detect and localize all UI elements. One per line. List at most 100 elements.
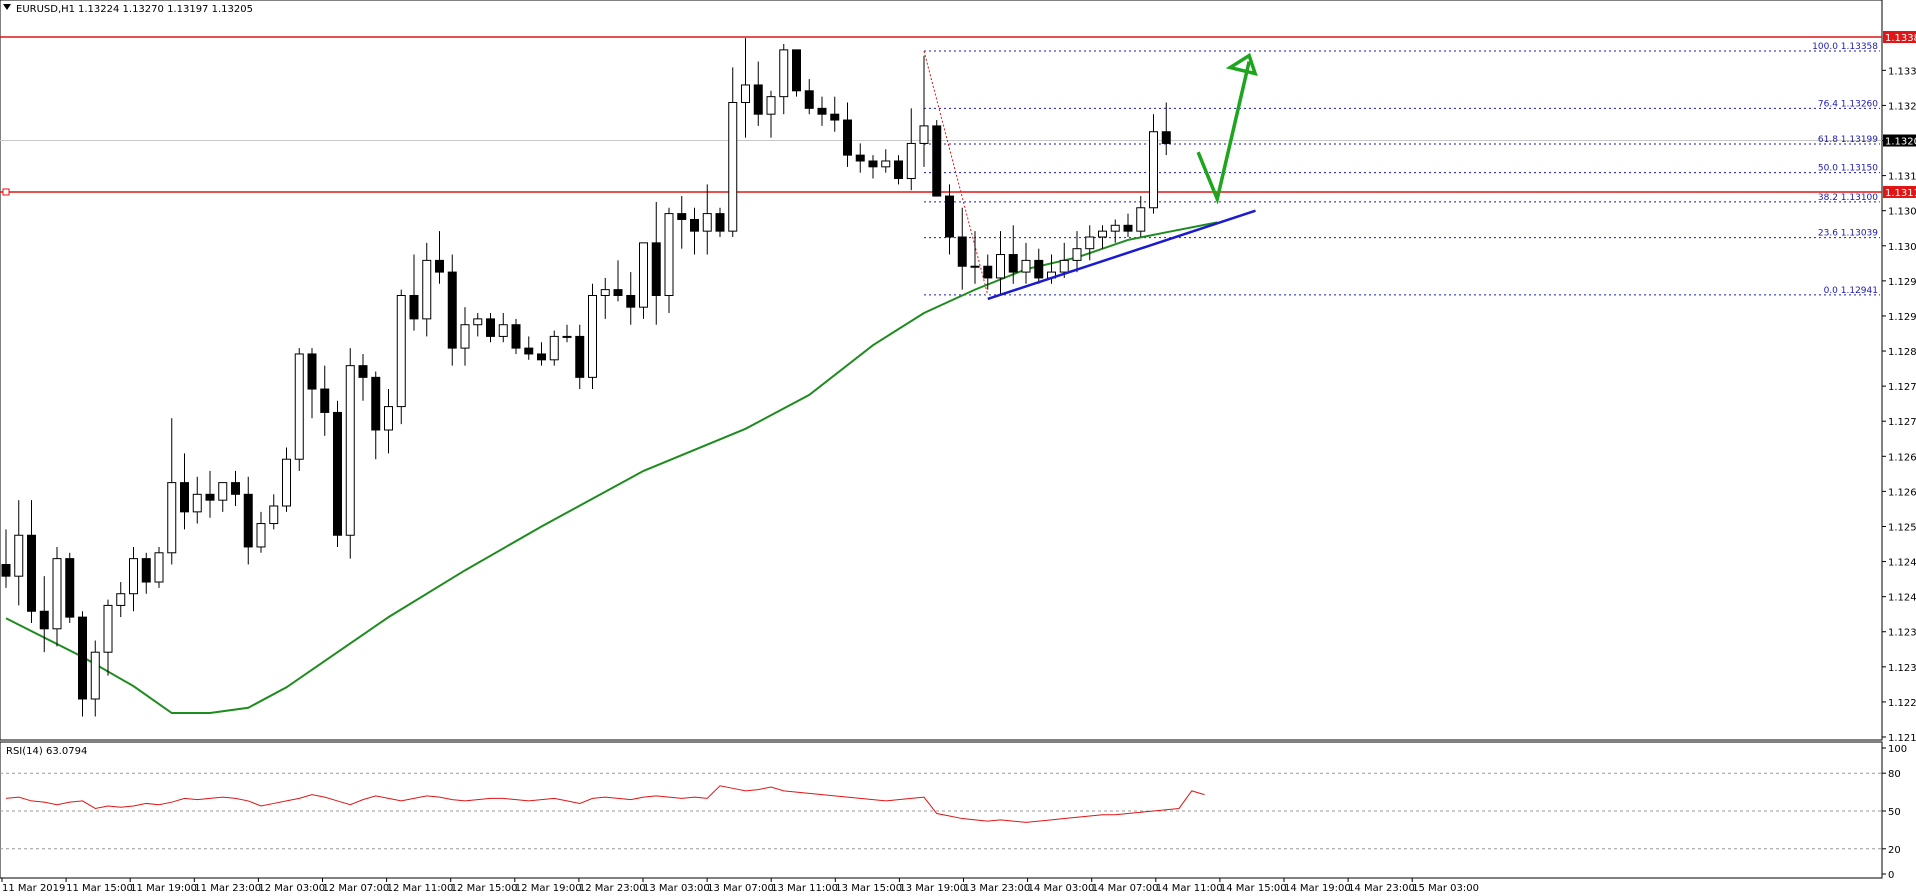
price-tick-label: 1.12305: [1888, 663, 1916, 674]
bearish-candle-body: [511, 324, 521, 349]
bullish-candle-body: [422, 259, 432, 320]
bullish-candle-body: [996, 254, 1005, 279]
price-tick-label: 1.12845: [1888, 347, 1916, 358]
candle: [39, 576, 49, 653]
rsi-panel[interactable]: RSI(14) 63.0794 100 80 50 20 0: [0, 741, 1907, 881]
rsi-tick-label: 100: [1888, 744, 1907, 755]
candle: [830, 96, 840, 132]
rsi-line-layer: [0, 772, 1882, 850]
bearish-candle-body: [830, 113, 840, 121]
candle: [626, 272, 636, 325]
bearish-candle-body: [231, 482, 240, 495]
candlesticks: [1, 38, 1171, 717]
bearish-candle-body: [409, 294, 419, 320]
candle: [192, 476, 202, 524]
price-tick-label: 1.12485: [1888, 558, 1916, 569]
bullish-candle-body: [116, 593, 126, 606]
price-tick-label: 1.12905: [1888, 312, 1916, 323]
bearish-candle-body: [843, 119, 852, 156]
candle: [1059, 242, 1069, 278]
fib-level-label: 50.0 1.13150: [1818, 164, 1878, 174]
candle: [881, 149, 891, 173]
candle: [919, 55, 929, 167]
bullish-candle-body: [741, 84, 750, 103]
bullish-candle-body: [154, 552, 164, 583]
bearish-candle-body: [205, 493, 215, 501]
rsi-tick-label: 50: [1888, 807, 1901, 818]
candle: [945, 184, 954, 255]
candle: [690, 207, 699, 255]
chart-menu-triangle-icon[interactable]: [3, 4, 11, 10]
annotations[interactable]: [987, 52, 1258, 301]
bearish-candle-body: [677, 213, 687, 220]
candle: [27, 500, 36, 623]
ascending-trendline: [987, 209, 1256, 301]
bullish-candle-body: [218, 482, 228, 501]
bearish-candle-body: [715, 213, 725, 232]
bullish-candle-body: [1110, 224, 1120, 232]
candle: [996, 231, 1005, 296]
candle: [154, 546, 164, 588]
candle: [358, 353, 368, 401]
time-tick-label: 13 Mar 07:00: [707, 883, 774, 894]
bullish-candle-body: [345, 365, 355, 536]
bullish-candle-body: [639, 242, 648, 308]
fib-level-label: 76.4 1.13260: [1818, 99, 1878, 109]
bearish-candle-body: [613, 289, 623, 296]
candle: [957, 207, 967, 290]
bearish-candle-body: [78, 616, 87, 700]
price-panel[interactable]: 100.0 1.13358 76.4 1.13260 61.8 1.13199 50.…: [0, 0, 1916, 744]
bearish-candle-body: [39, 610, 49, 630]
candle: [804, 79, 814, 115]
bearish-candle-body: [894, 160, 903, 180]
candle: [1161, 102, 1171, 156]
time-tick-label: 13 Mar 15:00: [835, 883, 902, 894]
resistance-anchor-handle: [2, 188, 10, 196]
candle: [741, 38, 750, 138]
time-tick-label: 14 Mar 11:00: [1156, 883, 1223, 894]
bearish-candle-body: [932, 125, 942, 197]
time-tick-label: 12 Mar 23:00: [579, 883, 646, 894]
candle: [817, 96, 827, 126]
price-tick-label: 1.12545: [1888, 522, 1916, 533]
candle: [562, 324, 572, 343]
bullish-candle-body: [549, 335, 559, 361]
fibonacci-retracement[interactable]: 100.0 1.13358 76.4 1.13260 61.8 1.13199 50.…: [923, 42, 1880, 296]
bearish-candle-body: [651, 242, 661, 296]
candle: [588, 283, 597, 390]
bullish-candle-body: [970, 265, 980, 268]
rsi-panel-frame: [0, 741, 1883, 879]
bearish-candle-body: [1161, 131, 1171, 144]
bearish-candle-body: [537, 353, 546, 361]
candle: [511, 318, 521, 354]
candle: [498, 313, 508, 343]
candle: [333, 400, 342, 547]
time-tick-label: 11 Mar 2019: [2, 883, 65, 894]
bullish-candle-body: [1098, 230, 1107, 238]
time-tick-label: 11 Mar 19:00: [130, 883, 197, 894]
candle: [1072, 231, 1082, 273]
candle: [486, 313, 495, 343]
bullish-candle-body: [779, 49, 789, 98]
rsi-line: [5, 785, 1205, 823]
fib-level-label: 0.0 1.12941: [1824, 286, 1878, 296]
candle: [855, 143, 865, 173]
bearish-candle-body: [1008, 254, 1018, 273]
candle: [396, 289, 406, 425]
price-tick-label: 1.12785: [1888, 382, 1916, 393]
time-tick-label: 14 Mar 23:00: [1348, 883, 1415, 894]
bullish-candle-body: [460, 324, 470, 349]
bearish-candle-body: [180, 482, 189, 513]
candle: [894, 155, 903, 185]
bearish-candle-body: [358, 365, 368, 378]
bearish-candle-body: [817, 107, 827, 115]
candle: [320, 365, 330, 436]
candle: [1123, 213, 1133, 237]
bearish-candle-body: [945, 195, 954, 238]
bearish-candle-body: [320, 388, 330, 413]
price-tick-label: 1.12725: [1888, 417, 1916, 428]
time-tick-label: 14 Mar 03:00: [1028, 883, 1095, 894]
